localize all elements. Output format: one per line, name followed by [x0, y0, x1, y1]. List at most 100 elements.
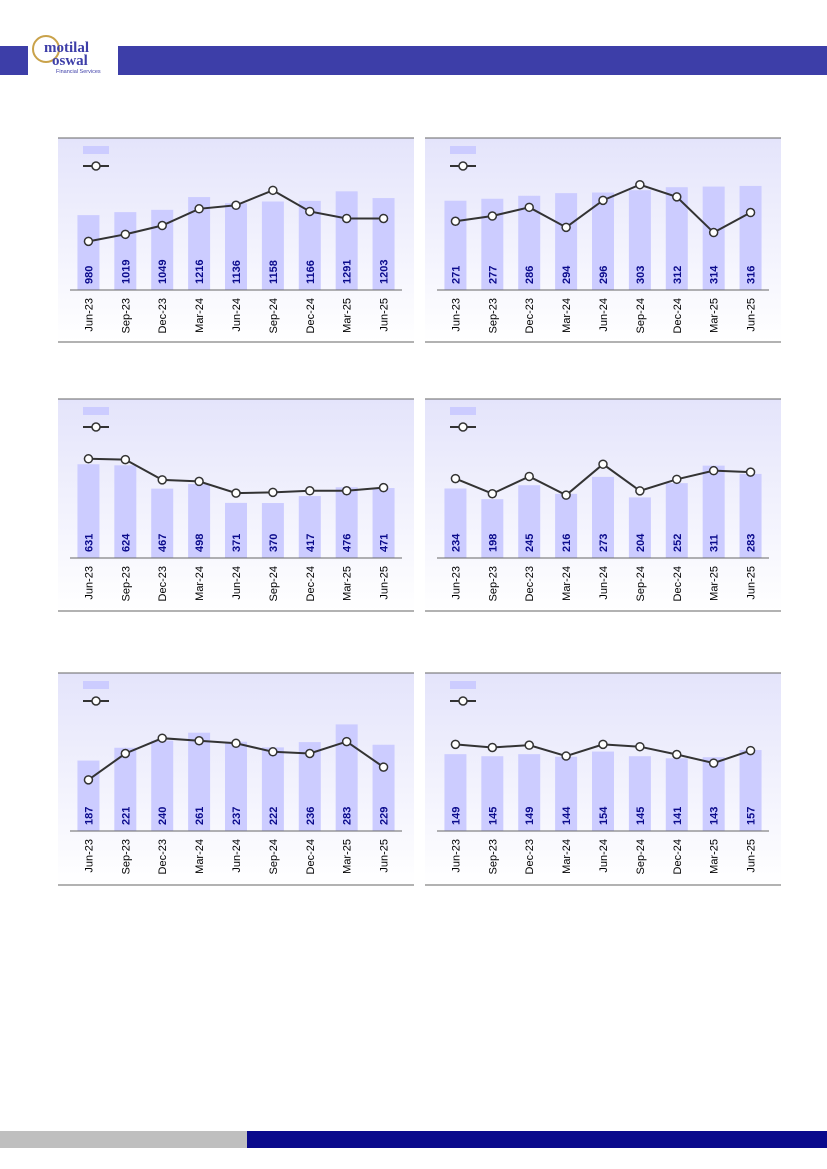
line-point-Jun-25	[745, 207, 756, 218]
bar-Dec-24	[665, 187, 688, 290]
bar-value-label: 314	[709, 265, 721, 284]
bar-Sep-23	[481, 198, 504, 290]
bar-value-label: 229	[379, 807, 391, 825]
x-tick-label: Sep-24	[635, 839, 647, 874]
chart-6: 149 145 149 144 154 145 141 143 157 Jun-23 Sep-23 D…	[425, 672, 781, 886]
chart-2: 271 277 286 294 296 303 312 314 316 Jun-23 Sep-23 D…	[425, 137, 781, 343]
bar-value-label: 467	[157, 534, 169, 552]
header-bar	[118, 46, 827, 75]
chart-panel-2: 271 277 286 294 296 303 312 314 316 Jun-23 Sep-23 D…	[425, 137, 781, 343]
line-point-Dec-23	[157, 475, 167, 485]
x-tick-label: Mar-25	[342, 839, 354, 874]
x-tick-label: Mar-24	[561, 298, 573, 333]
line-point-Jun-23	[83, 236, 94, 247]
bar-value-label: 145	[487, 807, 499, 825]
x-tick-label: Dec-23	[157, 298, 169, 333]
bar-Dec-24	[298, 742, 321, 831]
bar-Sep-23	[481, 756, 504, 831]
line-point-Dec-24	[305, 748, 315, 759]
line-point-Jun-24	[231, 488, 241, 498]
bar-value-label: 271	[450, 266, 462, 284]
bar-value-label: 1019	[120, 260, 132, 284]
bar-value-label: 216	[561, 534, 573, 552]
bar-Mar-25	[335, 191, 358, 290]
bar-value-label: 198	[487, 534, 499, 552]
line-point-Dec-24	[672, 192, 682, 202]
line-point-Jun-25	[745, 745, 756, 756]
line-point-Sep-23	[487, 742, 498, 753]
bar-value-label: 222	[268, 807, 280, 825]
line-point-Jun-24	[231, 200, 241, 211]
x-tick-label: Dec-23	[524, 298, 536, 333]
bar-value-label: 277	[487, 266, 499, 284]
bar-Mar-25	[335, 487, 358, 558]
legend-bar-swatch	[83, 146, 109, 154]
line-point-Sep-24	[635, 741, 645, 752]
bar-Sep-24	[261, 503, 284, 558]
x-tick-label: Jun-23	[450, 298, 462, 332]
x-tick-label: Jun-23	[83, 298, 95, 332]
brand-logo: motilal oswal Financial Services	[30, 32, 118, 78]
line-point-Mar-25	[341, 213, 352, 224]
x-tick-label: Mar-24	[194, 566, 206, 601]
bar-Sep-24	[628, 756, 651, 831]
bar-value-label: 371	[231, 534, 243, 552]
bar-Sep-23	[114, 747, 137, 831]
bar-value-label: 149	[450, 807, 462, 825]
bar-Jun-25	[372, 198, 395, 290]
bar-value-label: 221	[120, 807, 132, 825]
chart-3: 631 624 467 498 371 370 417 476 471 Jun-23 Sep-23 D…	[58, 398, 414, 612]
line-point-Dec-23	[157, 733, 167, 743]
bar-value-label: 624	[120, 533, 132, 552]
legend-line-marker	[458, 161, 468, 171]
bar-Sep-24	[628, 190, 651, 290]
bar-value-label: 370	[268, 534, 280, 552]
footer-grey-strip	[0, 1131, 247, 1148]
bar-value-label: 316	[746, 266, 758, 284]
footer-blue-strip	[247, 1131, 827, 1148]
bar-Sep-24	[628, 497, 651, 558]
line-point-Jun-23	[450, 739, 461, 750]
x-tick-label: Dec-24	[305, 566, 317, 601]
chart-4: 234 198 245 216 273 204 252 311 283 Jun-23 Sep-23 D…	[425, 398, 781, 612]
line-point-Mar-25	[708, 227, 719, 238]
bar-Jun-23	[444, 754, 467, 831]
line-point-Jun-23	[450, 473, 461, 484]
bar-value-label: 631	[83, 534, 95, 552]
line-point-Jun-25	[378, 482, 389, 493]
x-tick-label: Mar-24	[561, 839, 573, 874]
x-tick-label: Sep-23	[487, 566, 499, 601]
line-point-Mar-24	[194, 204, 204, 214]
bar-Jun-23	[77, 464, 100, 558]
bar-Dec-23	[518, 754, 541, 831]
bar-Jun-24	[592, 476, 614, 558]
bar-Jun-25	[739, 473, 762, 558]
bar-value-label: 471	[379, 534, 391, 552]
x-tick-label: Sep-24	[635, 566, 647, 601]
bar-value-label: 154	[598, 806, 610, 825]
bar-value-label: 417	[305, 534, 317, 552]
x-tick-label: Jun-24	[231, 566, 243, 600]
chart-panel-5: 187 221 240 261 237 222 236 283 229 Jun-23 Sep-23 D…	[58, 672, 414, 886]
bar-Jun-25	[372, 744, 395, 831]
bar-Dec-23	[518, 195, 541, 290]
line-point-Mar-25	[708, 465, 719, 476]
bar-Dec-24	[298, 200, 321, 290]
x-tick-label: Jun-25	[746, 298, 758, 332]
x-tick-label: Jun-23	[83, 566, 95, 600]
line-point-Mar-24	[561, 490, 571, 500]
line-point-Sep-23	[487, 488, 498, 499]
chart-panel-3: 631 624 467 498 371 370 417 476 471 Jun-23 Sep-23 D…	[58, 398, 414, 612]
line-point-Sep-23	[120, 229, 131, 240]
bar-value-label: 204	[635, 533, 647, 552]
bar-value-label: 1291	[342, 260, 354, 284]
bar-value-label: 237	[231, 807, 243, 825]
legend-bar-swatch	[450, 407, 476, 415]
bar-value-label: 234	[450, 533, 462, 552]
bar-value-label: 236	[305, 807, 317, 825]
bar-Jun-23	[77, 760, 100, 831]
line-point-Mar-24	[561, 222, 571, 233]
line-point-Jun-25	[378, 213, 389, 224]
x-tick-label: Sep-23	[120, 566, 132, 601]
legend-line-marker	[458, 696, 468, 706]
